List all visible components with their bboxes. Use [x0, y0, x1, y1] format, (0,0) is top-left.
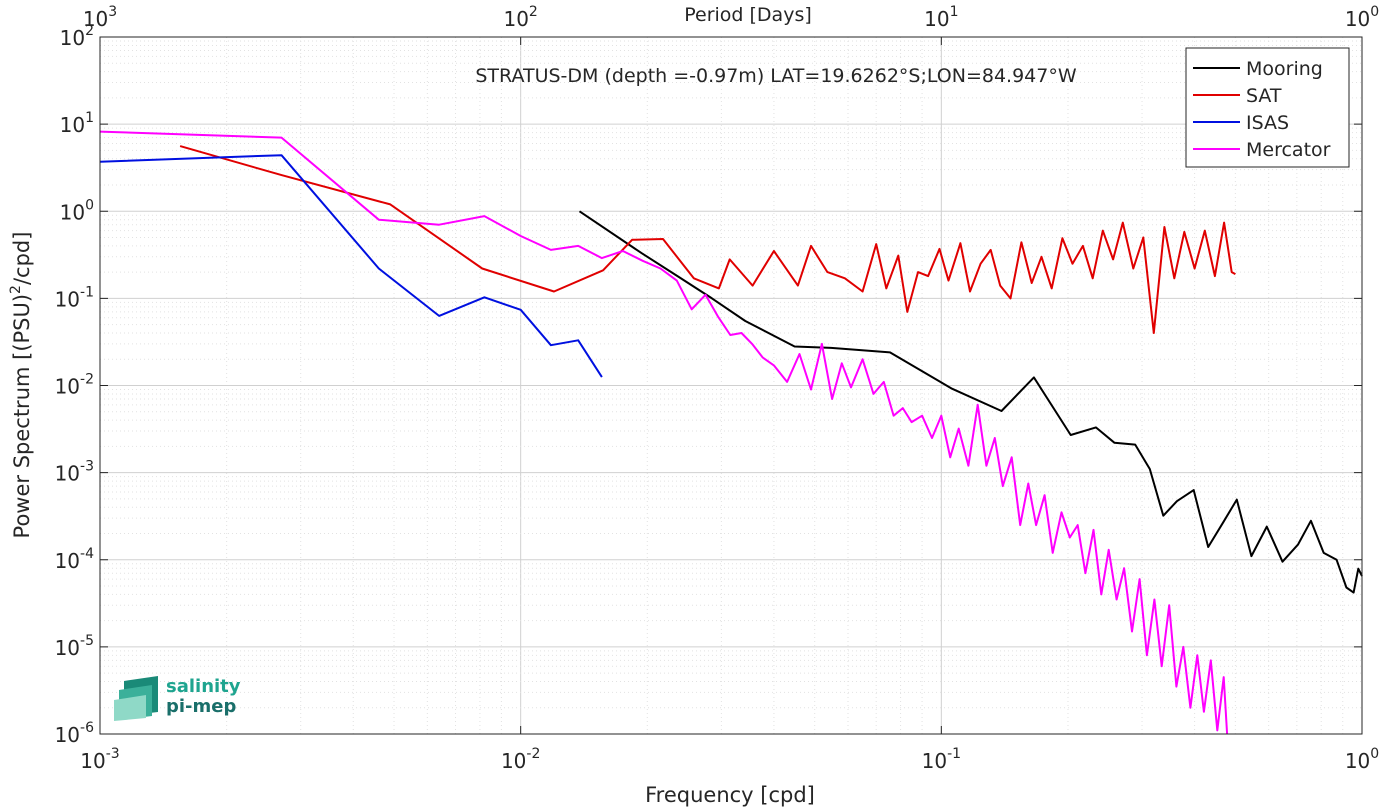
top-tick-label: 103 [83, 4, 117, 31]
y-tick-label: 100 [60, 197, 94, 224]
y-tick-label: 10-1 [55, 284, 94, 311]
x-axis-label: Frequency [cpd] [645, 783, 815, 807]
legend-label-mooring: Mooring [1246, 58, 1323, 80]
series-group [99, 130, 1363, 735]
y-tick-label: 10-6 [55, 720, 95, 747]
legend-box [1185, 47, 1350, 168]
top-axis-label: Period [Days] [684, 4, 812, 26]
legend-label-mercator: Mercator [1246, 139, 1331, 161]
chart-title: STRATUS-DM (depth =-0.97m) LAT=19.6262°S… [475, 65, 1076, 87]
top-tick-label: 100 [1345, 4, 1379, 31]
x-tick-label: 100 [1345, 746, 1379, 773]
series-line-mercator [99, 130, 1229, 735]
salinity-pi-mep-logo: salinity pi-mep [114, 676, 241, 721]
x-tick-label: 10-3 [80, 746, 119, 773]
logo-text-pi-mep: pi-mep [166, 696, 236, 717]
y-tick-label: 101 [60, 110, 94, 137]
y-axis-label-main: Power Spectrum [(PSU) [10, 294, 34, 539]
logo-wave-icon [114, 676, 158, 721]
y-axis-label-sup: 2 [8, 285, 24, 294]
series-line-mooring [578, 210, 1363, 594]
legend: Mooring SAT ISAS Mercator [1185, 47, 1350, 168]
logo-text-salinity: salinity [166, 676, 241, 697]
y-tick-label: 10-5 [55, 633, 94, 660]
legend-label-isas: ISAS [1246, 112, 1289, 134]
top-tick-label: 102 [503, 4, 537, 31]
legend-label-sat: SAT [1246, 85, 1282, 107]
y-tick-label: 10-3 [55, 459, 94, 486]
y-tick-label: 10-4 [55, 546, 95, 573]
top-tick-label: 101 [924, 4, 958, 31]
y-axis-label-tail: /cpd] [10, 232, 34, 285]
y-axis-label: Power Spectrum [(PSU)2/cpd] [8, 232, 34, 539]
y-tick-label: 10-2 [55, 372, 94, 399]
series-line-sat [179, 145, 1236, 334]
y-tick-label: 102 [60, 23, 94, 50]
x-tick-label: 10-1 [922, 746, 961, 773]
series-line-isas [99, 154, 603, 378]
x-tick-label: 10-2 [501, 746, 540, 773]
